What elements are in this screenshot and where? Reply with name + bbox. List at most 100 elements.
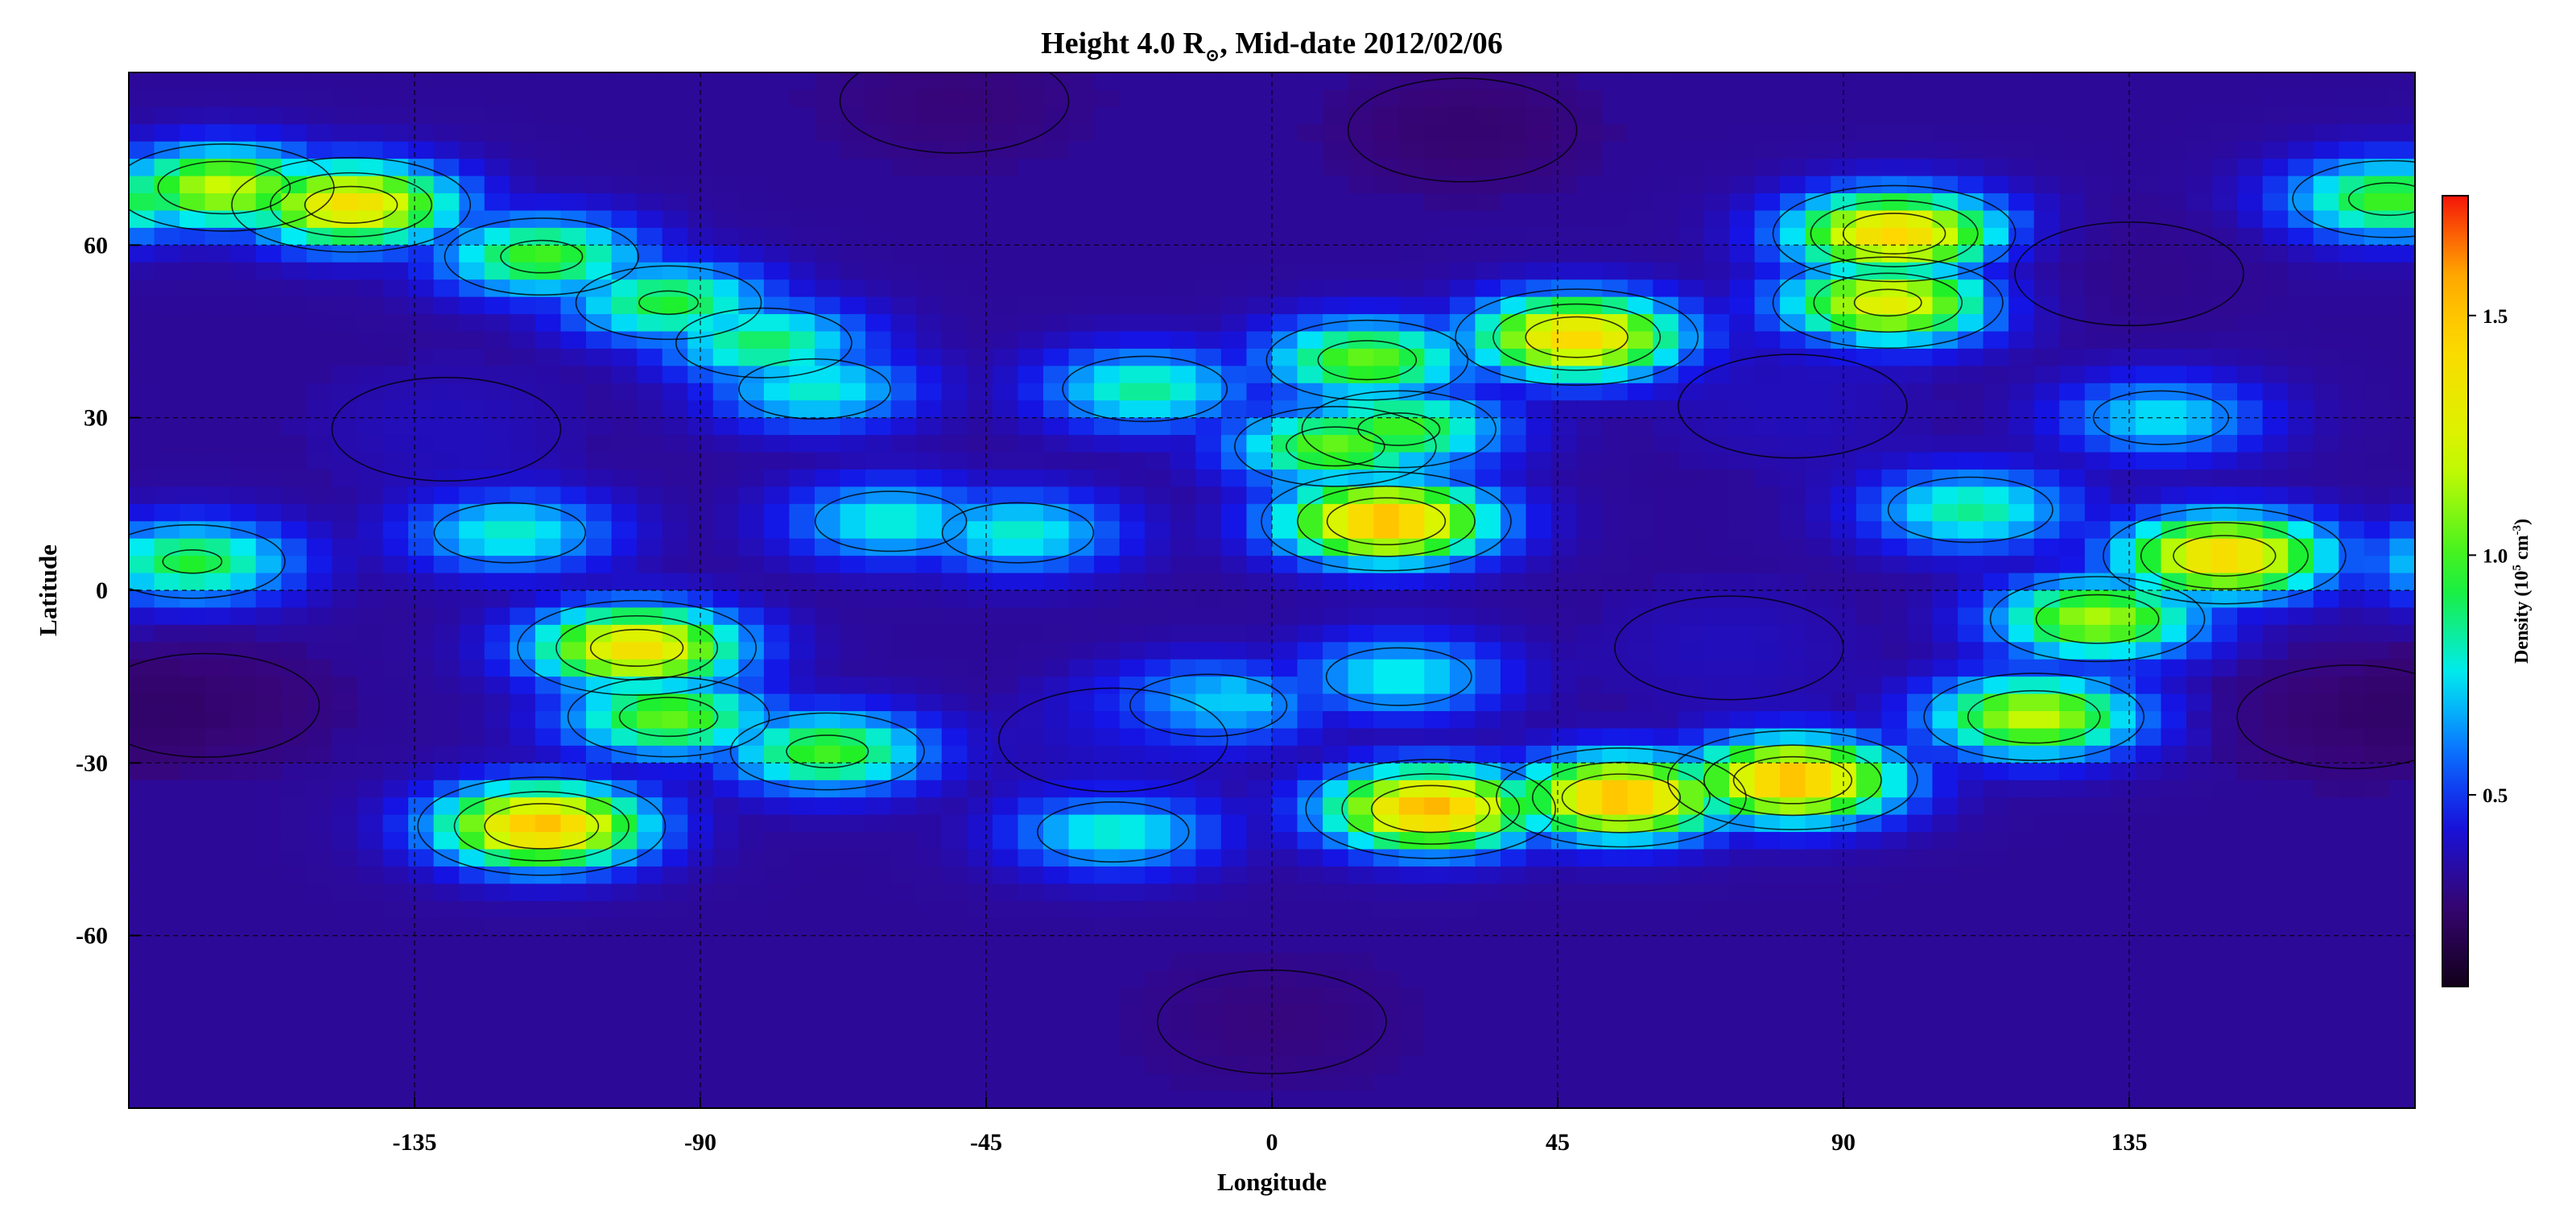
heat-cell [1831,883,1857,902]
heat-cell [1195,383,1222,402]
heat-cell [992,556,1019,574]
heat-cell [2339,711,2365,730]
heat-cell [2033,176,2061,195]
heat-cell [662,711,689,730]
heat-cell [1018,176,1044,195]
heat-cell [1297,659,1324,678]
heat-cell [1576,642,1604,660]
heat-cell [865,227,892,246]
heat-cell [637,538,663,557]
heat-cell [789,210,815,229]
heat-cell [1323,521,1349,540]
heat-cell [662,866,689,885]
heat-cell [382,538,410,557]
heat-cell [1831,486,1857,505]
heat-cell [1983,279,2010,298]
heat-cell [2262,814,2289,834]
heat-cell [815,866,841,885]
heat-cell [763,693,791,713]
heat-cell [1729,676,1756,695]
heat-cell [916,797,943,816]
heat-cell [1983,348,2010,367]
heat-cell [510,348,536,367]
heat-cell [2211,452,2239,470]
heat-cell [2186,279,2213,298]
heat-cell [1729,900,1756,920]
heat-cell [535,814,562,834]
heat-cell [1297,383,1324,402]
heat-cell [2110,159,2136,177]
heat-cell [1195,693,1222,713]
heat-cell [1145,797,1171,816]
heat-cell [712,953,740,971]
heat-cell [1729,866,1756,885]
heat-cell [1729,659,1756,678]
heat-cell [1780,210,1806,229]
heat-cell [1958,573,1984,591]
heat-cell [1501,728,1527,747]
heat-cell [1703,590,1730,609]
heat-cell [1043,314,1070,333]
heat-cell [738,348,765,367]
heat-cell [2135,693,2162,713]
heat-cell [154,970,181,988]
heat-cell [815,1021,841,1040]
heat-cell [662,987,689,1006]
heat-cell [1398,400,1426,419]
heat-cell [1703,210,1730,229]
heat-cell [941,400,968,419]
heat-cell [1678,918,1705,937]
heat-cell [204,1021,232,1040]
heat-cell [1678,141,1705,160]
heat-cell [1220,1004,1248,1023]
heat-cell [763,366,791,384]
heat-cell [1856,314,1883,333]
heat-cell [382,745,410,764]
heat-cell [1068,452,1096,470]
heat-cell [992,1021,1019,1040]
heat-cell [1805,296,1832,316]
heat-cell [586,348,613,367]
heat-cell [535,383,562,402]
heat-cell [2084,503,2112,523]
heat-cell [712,1004,740,1023]
heat-cell [433,159,460,177]
heat-cell [2084,262,2112,281]
heat-cell [332,469,358,488]
heat-cell [357,262,384,281]
heat-cell [815,659,841,678]
heat-cell [941,227,968,246]
heat-cell [1653,314,1679,333]
heat-cell [204,745,232,764]
heat-cell [382,642,410,660]
heat-cell [1906,970,1934,988]
heat-cell [941,141,968,160]
heat-cell [1958,159,1984,177]
heat-cell [281,521,308,540]
heat-cell [1068,883,1096,902]
heat-cell [1703,193,1730,212]
heat-cell [2211,693,2239,713]
heat-cell [1424,642,1451,660]
heat-cell [1195,745,1222,764]
heat-cell [306,607,333,626]
heat-cell [129,987,155,1006]
heat-cell [2339,106,2365,126]
heat-cell [255,814,283,834]
heat-cell [129,763,155,781]
heat-cell [1602,89,1629,108]
heat-cell [2084,469,2112,488]
heat-cell [2313,987,2340,1006]
heat-cell [1246,866,1273,885]
heat-cell [1018,676,1044,695]
heat-cell [1678,900,1705,920]
heat-cell [586,486,613,505]
heat-cell [1246,693,1273,713]
heat-cell [281,417,308,436]
heat-cell [1475,745,1501,764]
heat-cell [2288,279,2314,298]
heat-cell [662,141,689,160]
heat-cell [2033,486,2061,505]
heat-cell [1398,331,1426,350]
heat-cell [1195,797,1222,816]
